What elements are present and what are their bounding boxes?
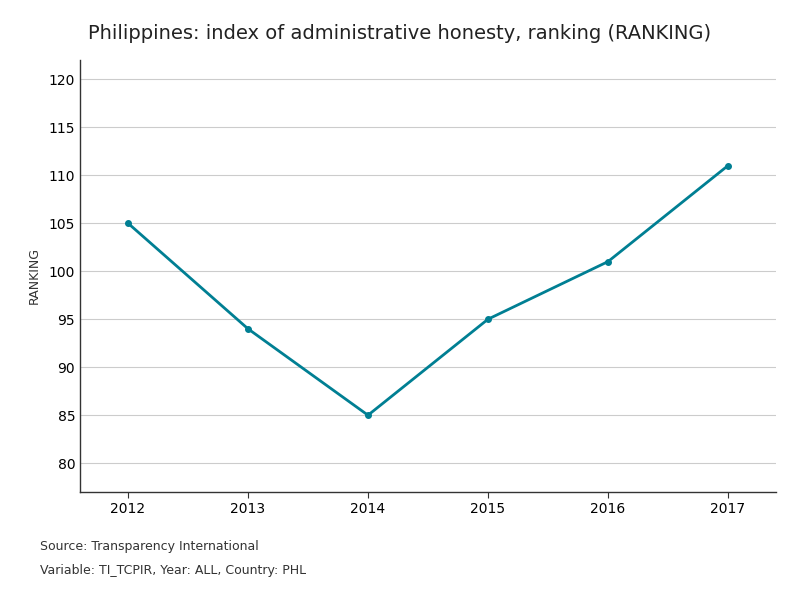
Y-axis label: RANKING: RANKING bbox=[27, 247, 40, 304]
Text: Variable: TI_TCPIR, Year: ALL, Country: PHL: Variable: TI_TCPIR, Year: ALL, Country: … bbox=[40, 564, 306, 577]
Text: Philippines: index of administrative honesty, ranking (RANKING): Philippines: index of administrative hon… bbox=[89, 24, 711, 43]
Text: Source: Transparency International: Source: Transparency International bbox=[40, 540, 258, 553]
